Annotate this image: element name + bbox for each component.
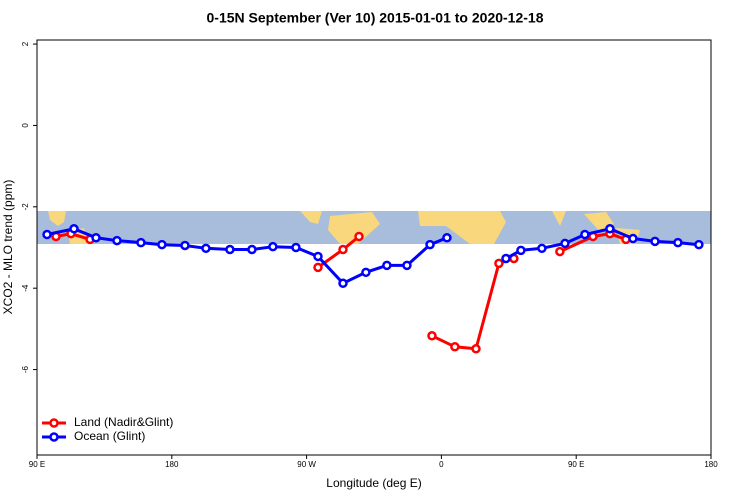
data-point	[225, 244, 235, 255]
data-point	[694, 239, 704, 250]
data-point	[427, 331, 437, 341]
y-tick-label: 2	[21, 41, 30, 46]
data-point	[268, 241, 278, 252]
data-point	[494, 258, 504, 269]
data-point	[471, 344, 481, 354]
data-point	[112, 235, 122, 246]
x-tick-label: 180	[704, 460, 718, 469]
data-point	[382, 260, 392, 271]
y-axis-label: XCO2 - MLO trend (ppm)	[1, 180, 15, 315]
data-point	[91, 232, 101, 243]
data-point	[425, 239, 435, 250]
y-tick-label: -4	[21, 284, 30, 292]
data-point	[291, 242, 301, 253]
data-point	[338, 244, 348, 255]
data-point	[516, 245, 526, 256]
legend-marker	[49, 418, 59, 428]
data-point	[313, 262, 323, 273]
chart-title: 0-15N September (Ver 10) 2015-01-01 to 2…	[207, 10, 544, 26]
data-point	[402, 260, 412, 271]
x-tick-label: 90 E	[568, 460, 584, 469]
data-point	[157, 239, 167, 250]
y-tick-label: -6	[21, 365, 30, 373]
data-point	[354, 231, 364, 242]
data-point	[580, 229, 590, 240]
data-point	[555, 246, 565, 257]
data-point	[338, 278, 348, 289]
legend-marker	[49, 432, 59, 442]
data-point	[673, 237, 683, 248]
data-point	[442, 232, 452, 243]
data-point	[201, 243, 211, 254]
x-tick-label: 90 E	[29, 460, 45, 469]
y-tick-label: 0	[21, 123, 30, 128]
x-tick-label: 90 W	[297, 460, 316, 469]
data-point	[501, 253, 511, 264]
data-point	[560, 238, 570, 249]
y-tick-label: -2	[21, 203, 30, 211]
x-axis-label: Longitude (deg E)	[326, 476, 421, 490]
data-point	[628, 233, 638, 244]
data-point	[247, 244, 257, 255]
x-tick-label: 0	[439, 460, 444, 469]
data-point	[42, 229, 52, 240]
data-point	[537, 243, 547, 254]
legend-label: Land (Nadir&Glint)	[74, 415, 173, 429]
data-point	[313, 251, 323, 262]
data-point	[450, 342, 460, 352]
data-point	[361, 267, 371, 278]
data-point	[650, 236, 660, 247]
plot-frame	[36, 39, 712, 456]
x-tick-label: 180	[165, 460, 179, 469]
data-point	[136, 237, 146, 248]
data-point	[180, 240, 190, 251]
legend-label: Ocean (Glint)	[74, 429, 145, 443]
data-point	[69, 224, 79, 234]
data-point	[605, 224, 615, 234]
